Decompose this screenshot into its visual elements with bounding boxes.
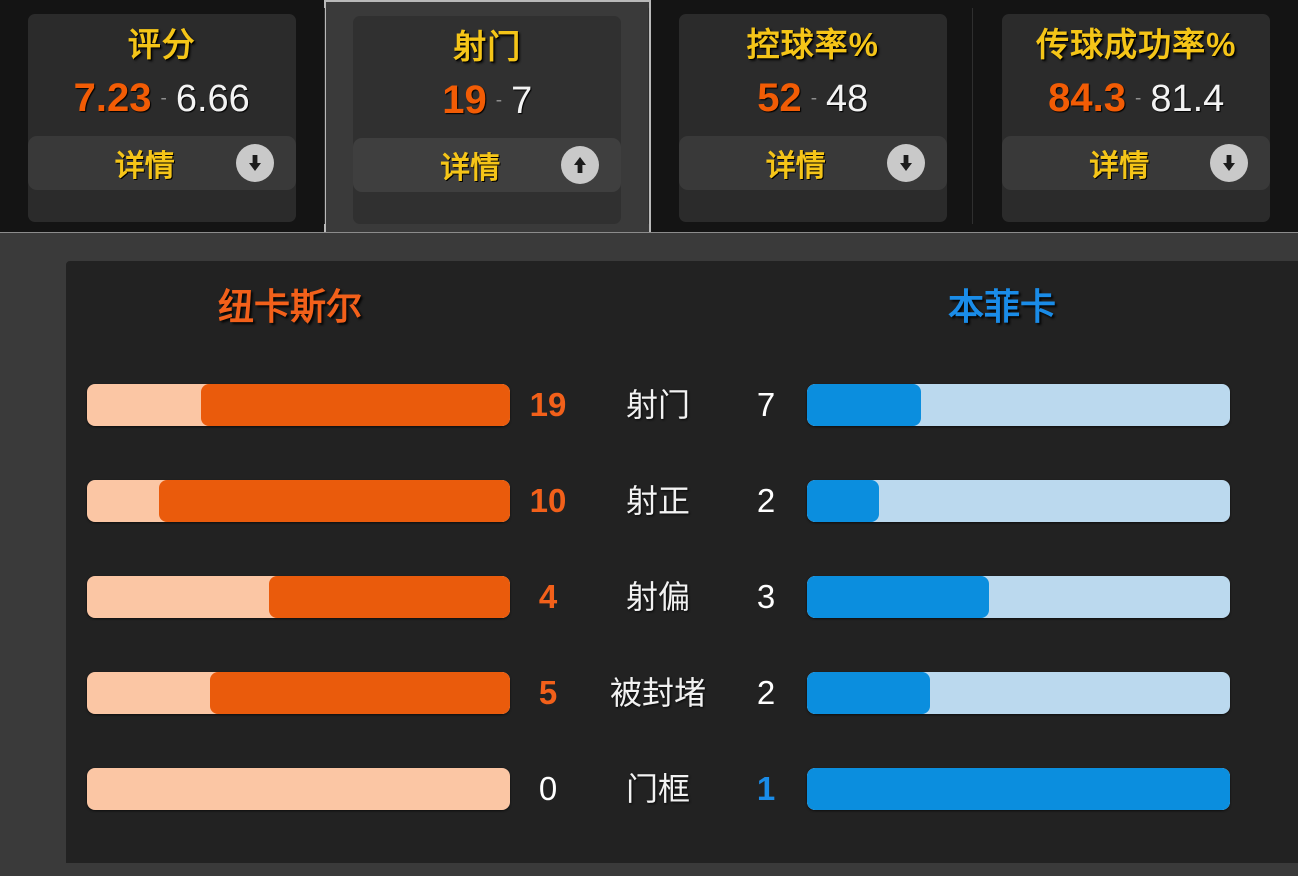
stat-row-label-2: 射偏 (625, 579, 690, 615)
stat-card-values-0: 7.23-6.66 (74, 76, 250, 121)
stat-card-away-value-0: 6.66 (175, 78, 250, 120)
home-bar-1 (87, 480, 510, 522)
stat-row: 4 射偏 3 (66, 549, 1298, 645)
stat-card-away-value-1: 7 (511, 80, 533, 122)
away-team-name: 本菲卡 (948, 286, 1057, 327)
detail-button-label-0: 详情 (114, 150, 175, 183)
away-bar-2 (807, 576, 1230, 618)
stat-card-body-2: 控球率% 52-48 详情 (678, 14, 947, 222)
arrow-up-icon[interactable] (561, 146, 600, 184)
stat-card-body-1: 射门 19-7 详情 (353, 16, 622, 224)
stat-card-away-value-3: 81.4 (1150, 78, 1225, 120)
stat-card-separator-2: - (810, 88, 818, 109)
stat-row: 19 射门 7 (66, 357, 1298, 453)
stat-card-separator-3: - (1135, 88, 1142, 109)
stat-card-body-3: 传球成功率% 84.3-81.4 详情 (1002, 14, 1271, 222)
arrow-down-icon[interactable] (235, 144, 274, 182)
home-bar-fill-1 (158, 480, 510, 522)
away-bar-fill-0 (807, 384, 922, 426)
away-bar-fill-2 (807, 576, 989, 618)
detail-button-label-2: 详情 (765, 150, 826, 183)
detail-button-0[interactable]: 详情 (27, 136, 296, 190)
stat-row: 0 门框 1 (66, 741, 1298, 837)
away-bar-1 (807, 480, 1230, 522)
stat-card-title-1: 射门 (453, 28, 522, 65)
stat-card-away-value-2: 48 (826, 78, 869, 120)
home-bar-fill-3 (209, 672, 510, 714)
home-stat-value-4: 0 (538, 770, 558, 807)
stat-card-title-2: 控球率% (746, 26, 879, 63)
away-bar-4 (807, 768, 1230, 810)
home-bar-4 (87, 768, 510, 810)
home-team-name: 纽卡斯尔 (218, 286, 363, 327)
stat-rows: 19 射门 7 10 射正 2 4 射偏 3 5 被封堵 2 0 门框 1 (66, 353, 1298, 837)
stat-cards-strip: 评分 7.23-6.66 详情 射门 19-7 详情 控球率% 52-48 详情 传球成功率% 84… (0, 0, 1298, 232)
home-stat-value-0: 19 (529, 386, 567, 423)
arrow-down-icon[interactable] (1210, 144, 1249, 182)
shots-detail-inner: 纽卡斯尔 本菲卡 19 射门 7 10 射正 2 4 射偏 3 5 被封堵 2 0 门框 1 (66, 261, 1298, 863)
stat-card-home-value-1: 19 (442, 78, 487, 122)
team-header: 纽卡斯尔 本菲卡 (66, 261, 1298, 353)
home-bar-fill-0 (201, 384, 510, 426)
detail-button-label-1: 详情 (440, 152, 501, 185)
card-separator-0 (324, 8, 325, 224)
away-bar-fill-3 (807, 672, 930, 714)
stat-row: 5 被封堵 2 (66, 645, 1298, 741)
stat-card-0[interactable]: 评分 7.23-6.66 详情 (0, 0, 324, 232)
stat-card-3[interactable]: 传球成功率% 84.3-81.4 详情 (974, 0, 1298, 232)
home-bar-fill-2 (268, 576, 510, 618)
stat-card-values-1: 19-7 (442, 78, 532, 123)
away-bar-fill-4 (807, 768, 1230, 810)
stat-card-values-3: 84.3-81.4 (1048, 76, 1224, 121)
home-bar-2 (87, 576, 510, 618)
away-bar-3 (807, 672, 1230, 714)
stat-card-1[interactable]: 射门 19-7 详情 (323, 0, 651, 232)
home-stat-value-2: 4 (538, 578, 558, 615)
stat-row-label-1: 射正 (625, 483, 690, 519)
away-stat-value-4: 1 (756, 770, 776, 807)
home-stat-value-1: 10 (529, 482, 567, 519)
home-bar-0 (87, 384, 510, 426)
detail-button-1[interactable]: 详情 (353, 138, 622, 192)
away-stat-value-2: 3 (756, 578, 776, 615)
stat-card-home-value-0: 7.23 (73, 76, 152, 120)
stat-row: 10 射正 2 (66, 453, 1298, 549)
stat-card-separator-1: - (495, 90, 503, 111)
stat-card-title-3: 传球成功率% (1036, 26, 1237, 63)
stat-card-separator-0: - (160, 88, 167, 109)
card-separator-2 (972, 8, 973, 224)
away-stat-value-3: 2 (756, 674, 776, 711)
stat-card-2[interactable]: 控球率% 52-48 详情 (651, 0, 975, 232)
arrow-down-icon[interactable] (886, 144, 925, 182)
away-bar-0 (807, 384, 1230, 426)
stat-row-label-0: 射门 (625, 387, 690, 423)
home-bar-3 (87, 672, 510, 714)
detail-button-2[interactable]: 详情 (678, 136, 947, 190)
home-stat-value-3: 5 (538, 674, 558, 711)
detail-button-label-3: 详情 (1089, 150, 1150, 183)
away-stat-value-0: 7 (756, 386, 776, 423)
stat-row-label-4: 门框 (625, 771, 690, 807)
stat-row-label-3: 被封堵 (609, 675, 706, 711)
card-separator-1 (648, 8, 649, 224)
detail-button-3[interactable]: 详情 (1002, 136, 1271, 190)
away-bar-fill-1 (807, 480, 879, 522)
shots-detail-panel: 纽卡斯尔 本菲卡 19 射门 7 10 射正 2 4 射偏 3 5 被封堵 2 0 门框 1 (0, 232, 1298, 876)
stat-card-values-2: 52-48 (757, 76, 868, 121)
stat-card-body-0: 评分 7.23-6.66 详情 (27, 14, 296, 222)
stat-card-home-value-3: 84.3 (1048, 76, 1127, 120)
stat-card-title-0: 评分 (127, 26, 196, 63)
away-stat-value-1: 2 (756, 482, 776, 519)
stat-card-home-value-2: 52 (757, 76, 802, 120)
